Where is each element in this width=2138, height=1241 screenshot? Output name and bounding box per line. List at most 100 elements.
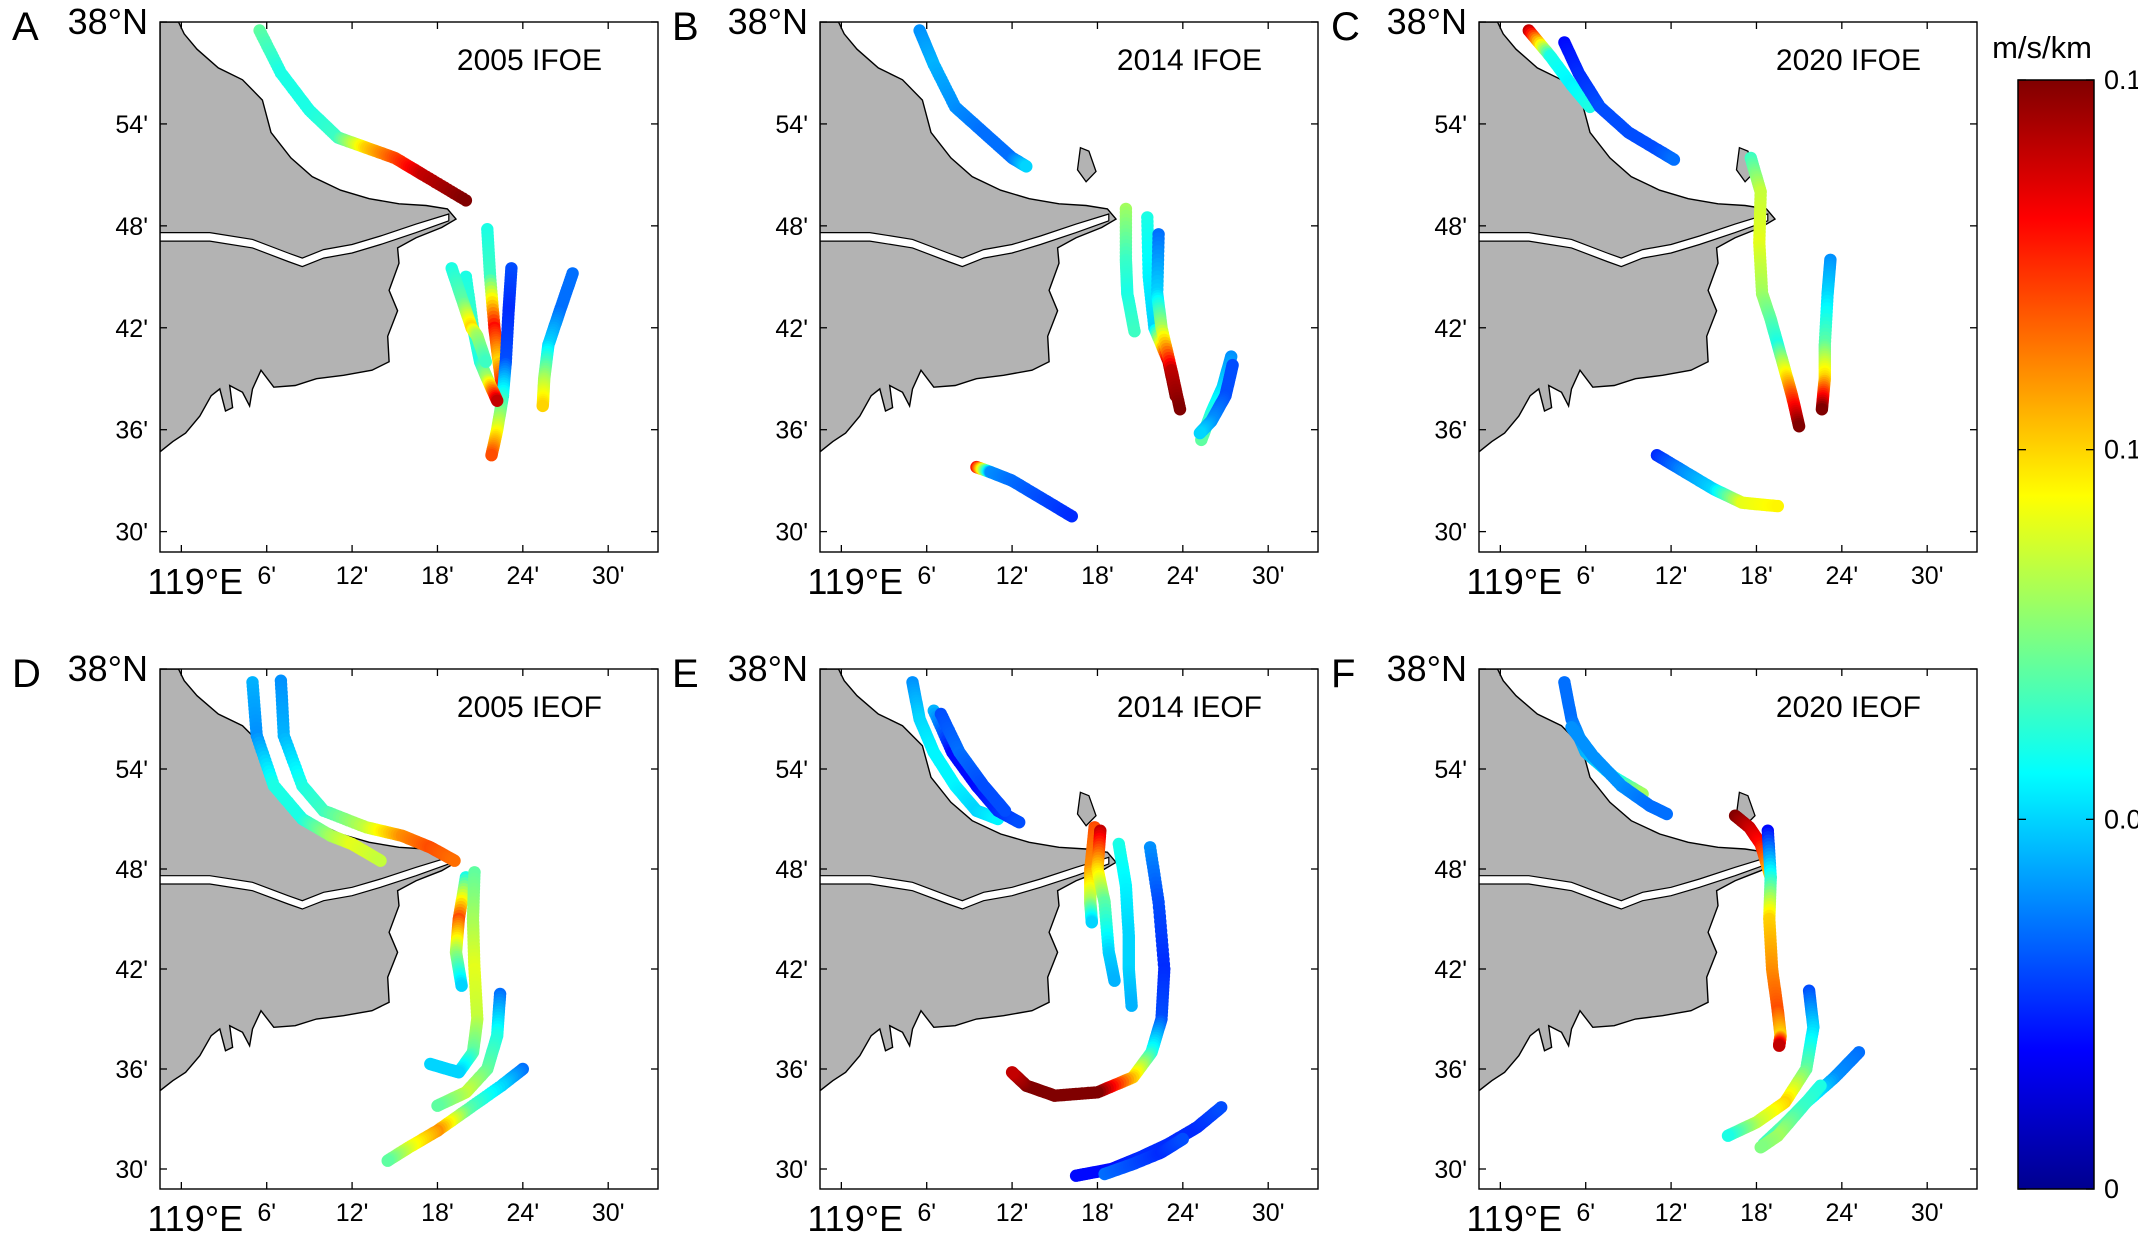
y-tick-label: 38°N: [68, 1, 148, 42]
track: [274, 674, 461, 867]
track: [1098, 1132, 1190, 1181]
x-tick-label: 24': [1826, 1199, 1859, 1227]
track: [1005, 841, 1171, 1102]
x-tick-label: 6': [1576, 562, 1595, 590]
data-point: [381, 1154, 394, 1167]
y-tick-label: 54': [775, 111, 808, 139]
data-point: [1128, 325, 1141, 338]
panel-letter: A: [12, 5, 39, 49]
data-point: [1125, 999, 1138, 1012]
panel-c: 119°E 6' 12' 18' 24' 30' 38°N 54' 48' 42' 36' 30' C 2…: [1331, 1, 1978, 602]
track: [1761, 824, 1787, 1052]
panel-title: 2020 IFOE: [1776, 44, 1921, 77]
data-point: [491, 394, 504, 407]
y-tick-label: 38°N: [1387, 648, 1467, 689]
x-tick-label: 12': [1655, 562, 1688, 590]
y-tick-label: 54': [115, 756, 148, 784]
y-tick-label: 36': [115, 417, 148, 445]
data-point: [1173, 403, 1187, 416]
panel-title: 2005 IEOF: [457, 691, 602, 724]
data-point: [1773, 1039, 1786, 1052]
x-tick-label: 12': [336, 562, 369, 590]
panel-frame: [159, 21, 659, 553]
data-point: [1193, 426, 1207, 440]
y-tick-label: 38°N: [1387, 1, 1467, 42]
data-point: [1020, 160, 1033, 173]
x-tick-label: 18': [421, 1199, 454, 1227]
y-tick-label: 42': [775, 956, 808, 984]
panel-letter: D: [12, 652, 41, 696]
y-tick-label: 48': [115, 856, 148, 884]
y-tick-label: 54': [775, 756, 808, 784]
x-tick-label: 18': [421, 562, 454, 590]
x-tick-label: 30': [1911, 1199, 1944, 1227]
data-point: [1771, 499, 1785, 513]
panel-a: 119°E 6' 12' 18' 24' 30' 38°N 54' 48' 42' 36' 30' A 2…: [12, 1, 659, 602]
data-point: [431, 1099, 444, 1112]
y-tick-label: 38°N: [728, 1, 808, 42]
land-mass: [820, 669, 1118, 1092]
y-tick-label: 30': [1434, 1156, 1467, 1184]
data-point: [1013, 816, 1026, 829]
x-tick-label: 119°E: [807, 1198, 903, 1239]
y-tick-label: 42': [115, 315, 148, 343]
data-point: [374, 854, 387, 867]
y-tick-label: 38°N: [728, 648, 808, 689]
x-tick-label: 24': [1826, 562, 1859, 590]
data-point: [459, 194, 473, 207]
colorbar-tick-label: 0.15: [2104, 65, 2138, 95]
x-tick-label: 30': [1911, 562, 1944, 590]
y-tick-label: 48': [115, 213, 148, 241]
panel-title: 2014 IFOE: [1117, 44, 1262, 77]
track: [1091, 824, 1121, 987]
x-tick-label: 6': [917, 562, 936, 590]
data-point: [1108, 974, 1121, 987]
y-tick-label: 36': [1434, 417, 1467, 445]
y-tick-label: 54': [1434, 756, 1467, 784]
track: [253, 24, 473, 207]
x-tick-label: 18': [1081, 562, 1114, 590]
y-tick-label: 54': [115, 111, 148, 139]
track: [381, 1062, 529, 1167]
panel-title: 2014 IEOF: [1117, 691, 1262, 724]
track: [1744, 151, 1806, 433]
data-point: [1792, 420, 1806, 433]
x-tick-label: 6': [917, 1199, 936, 1227]
colorbar-gradient: [2017, 79, 2095, 1190]
panel-d: 119°E 6' 12' 18' 24' 30' 38°N 54' 48' 42' 36' 30' D 2…: [12, 648, 659, 1239]
data-point: [1176, 1132, 1190, 1146]
x-tick-label: 119°E: [1466, 561, 1562, 602]
track: [445, 262, 492, 368]
colorbar-label: m/s/km: [1992, 30, 2092, 65]
data-point: [1065, 510, 1079, 523]
panel-frame: [1478, 21, 1978, 553]
x-tick-label: 24': [1167, 1199, 1200, 1227]
data-point: [1754, 1141, 1767, 1154]
x-tick-label: 119°E: [147, 561, 243, 602]
x-tick-label: 6': [257, 562, 276, 590]
data-point: [1085, 916, 1099, 929]
panel-frame: [819, 21, 1319, 553]
data-point: [1005, 1066, 1019, 1079]
track: [906, 676, 1005, 826]
track: [913, 24, 1033, 173]
x-tick-label: 12': [996, 1199, 1029, 1227]
y-tick-label: 48': [775, 213, 808, 241]
x-tick-label: 24': [507, 562, 540, 590]
island: [1076, 146, 1097, 183]
track: [970, 460, 1079, 523]
track: [1721, 984, 1820, 1142]
land-mass: [1479, 669, 1777, 1092]
data-point: [448, 854, 461, 867]
x-tick-label: 24': [507, 1199, 540, 1227]
y-tick-label: 30': [775, 519, 808, 547]
data-point: [536, 399, 549, 413]
y-tick-label: 30': [115, 519, 148, 547]
x-tick-label: 30': [592, 1199, 625, 1227]
y-tick-label: 30': [1434, 519, 1467, 547]
y-tick-label: 48': [1434, 856, 1467, 884]
panel-b: 119°E 6' 12' 18' 24' 30' 38°N 54' 48' 42' 36' 30' B 2…: [672, 1, 1319, 602]
track: [1522, 24, 1597, 114]
y-tick-label: 30': [775, 1156, 808, 1184]
y-tick-label: 30': [115, 1156, 148, 1184]
